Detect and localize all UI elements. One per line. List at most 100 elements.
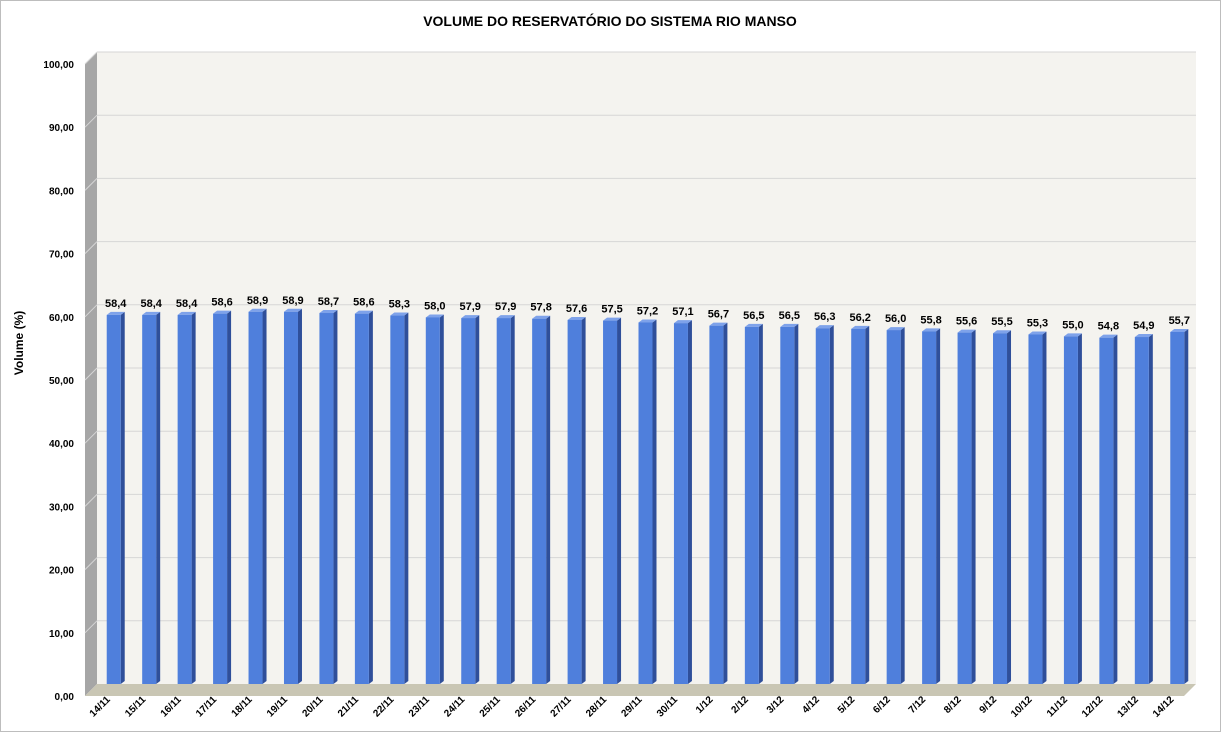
gridline-side — [84, 620, 98, 634]
bar — [922, 328, 941, 684]
bar-side — [617, 317, 622, 684]
bar — [1028, 331, 1047, 684]
x-tick-label: 7/12 — [907, 694, 929, 716]
bar — [461, 315, 480, 684]
x-tick-label: 29/11 — [620, 694, 645, 719]
y-tick-label: 100,00 — [43, 60, 74, 71]
data-labels: 58,4 58,4 58,4 58,6 58,9 58,9 58,7 58,6 58,3 58,0… — [105, 295, 1190, 333]
gridline-side — [84, 51, 98, 65]
bar-top — [1134, 334, 1153, 338]
x-tick-label: 18/11 — [230, 694, 255, 719]
bar-front — [957, 332, 972, 684]
x-tick-label: 16/11 — [159, 694, 184, 719]
bar-front — [248, 311, 263, 684]
bar-front — [780, 326, 795, 684]
bar — [851, 325, 870, 684]
x-tick-label: 24/11 — [442, 694, 467, 719]
bar-side — [971, 329, 976, 684]
x-tick-label: 15/11 — [123, 694, 148, 719]
bar — [567, 316, 586, 684]
gridline-side — [84, 367, 98, 381]
y-tick-label: 50,00 — [49, 376, 74, 387]
bar-top — [283, 308, 302, 312]
gridline-side — [84, 304, 98, 318]
data-label: 57,8 — [530, 302, 551, 314]
bar-front — [319, 313, 334, 684]
bar-top — [922, 328, 941, 332]
x-tick-label: 2/12 — [729, 694, 751, 716]
bar-top — [780, 323, 799, 327]
x-tick-label: 10/12 — [1009, 694, 1035, 720]
data-label: 55,5 — [991, 316, 1012, 328]
bar — [142, 311, 161, 684]
data-label: 58,4 — [176, 298, 198, 310]
bar-front — [709, 325, 724, 684]
bar-front — [425, 317, 440, 684]
bar-side — [191, 311, 196, 684]
bar-front — [1170, 331, 1185, 684]
bar — [709, 322, 728, 684]
bar-top — [354, 310, 373, 314]
bar-top — [1063, 333, 1082, 337]
y-tick-label: 60,00 — [49, 313, 74, 324]
data-label: 54,8 — [1098, 321, 1119, 333]
bar-side — [404, 312, 409, 684]
bars — [106, 308, 1189, 684]
bar-top — [213, 310, 232, 314]
bar-top — [177, 311, 196, 315]
bar-side — [758, 323, 763, 684]
gridline-side — [84, 494, 98, 507]
data-label: 56,5 — [779, 310, 800, 322]
gridline-side — [84, 178, 98, 191]
data-label: 57,5 — [601, 304, 622, 316]
bar-top — [106, 311, 125, 315]
bar-front — [106, 314, 121, 684]
bar-top — [957, 329, 976, 333]
bar-side — [723, 322, 728, 684]
bar-side — [439, 314, 444, 684]
bar-top — [815, 325, 834, 329]
x-tick-label: 26/11 — [513, 694, 538, 719]
x-tick-label: 27/11 — [549, 694, 574, 719]
bar — [1134, 334, 1153, 684]
x-tick-label: 11/12 — [1045, 694, 1070, 719]
bar-front — [496, 318, 511, 684]
bar — [496, 315, 515, 684]
bar-side — [1184, 328, 1189, 684]
data-label: 58,3 — [389, 299, 410, 311]
bar-top — [496, 315, 515, 319]
data-label: 55,0 — [1062, 319, 1083, 331]
bar-front — [603, 320, 618, 684]
bar-side — [156, 311, 161, 684]
data-label: 56,5 — [743, 310, 764, 322]
data-label: 56,2 — [849, 312, 870, 324]
x-tick-label: 13/12 — [1115, 694, 1141, 720]
bar — [957, 329, 976, 684]
y-tick-label: 10,00 — [49, 629, 74, 640]
bar — [106, 311, 125, 684]
data-label: 57,9 — [460, 301, 481, 313]
bar-front — [886, 330, 901, 684]
bar — [248, 308, 267, 684]
bar-side — [652, 319, 657, 684]
data-label: 56,7 — [708, 309, 729, 321]
bar-front — [354, 313, 369, 684]
bar — [425, 314, 444, 684]
bar-top — [886, 327, 905, 331]
data-label: 58,6 — [211, 297, 232, 309]
y-tick-label: 20,00 — [49, 566, 74, 577]
bar-top — [567, 316, 586, 320]
x-tick-label: 19/11 — [265, 694, 290, 719]
x-tick-label: 30/11 — [655, 694, 680, 719]
data-label: 55,3 — [1027, 318, 1048, 330]
bar-side — [865, 325, 870, 684]
bar-front — [213, 313, 228, 684]
bar-top — [532, 315, 551, 319]
bar-top — [993, 330, 1012, 334]
x-tick-label: 23/11 — [407, 694, 432, 719]
bar-side — [829, 325, 834, 684]
bar-side — [936, 328, 941, 684]
bar-side — [1042, 331, 1047, 684]
bar — [638, 319, 657, 684]
